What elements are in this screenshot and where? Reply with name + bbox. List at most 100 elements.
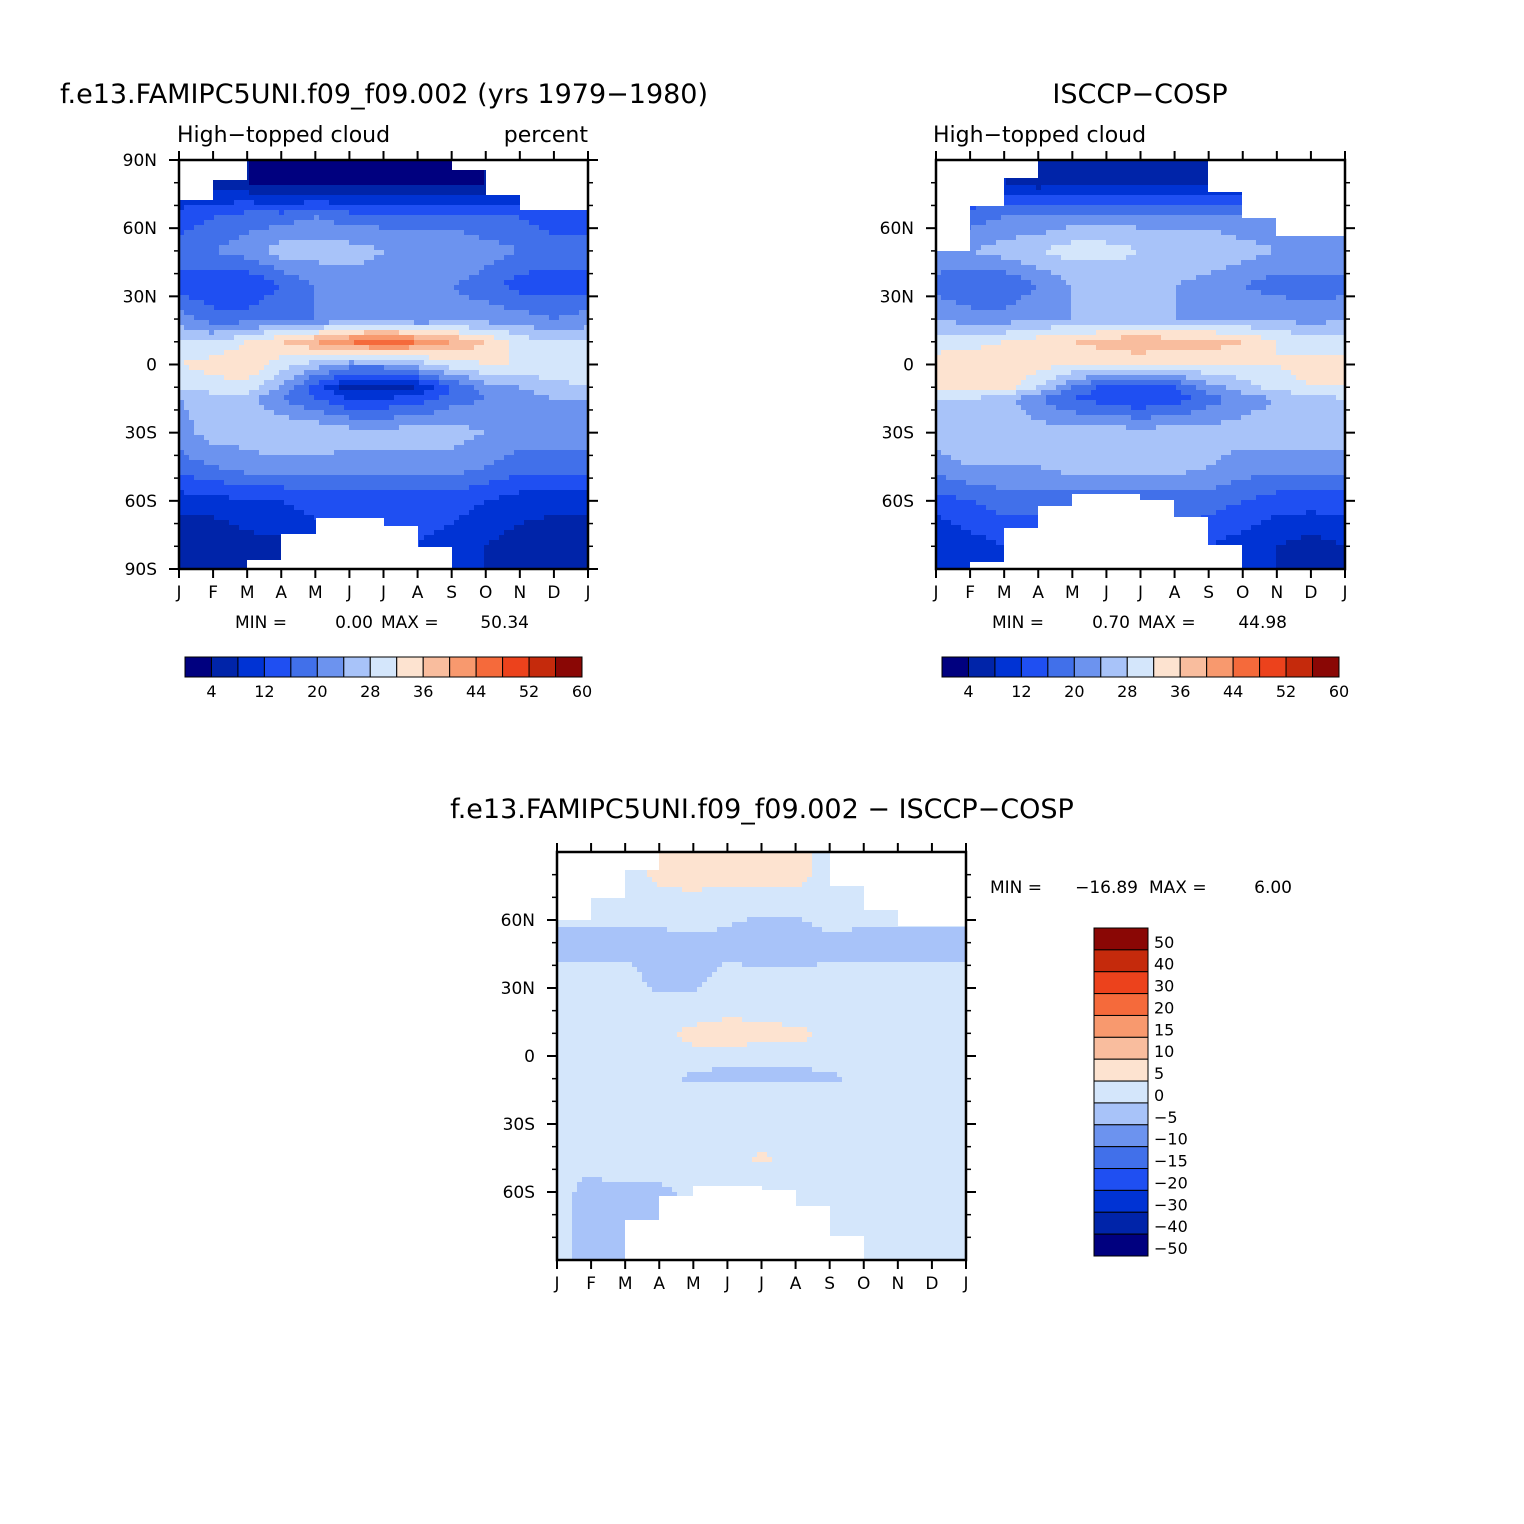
field-cell (349, 245, 355, 251)
field-cell (429, 165, 435, 171)
field-cell (379, 455, 385, 461)
field-cell (369, 325, 375, 331)
field-cell (414, 270, 420, 276)
field-cell (424, 435, 430, 441)
field-cell (449, 295, 455, 301)
field-cell (534, 230, 540, 236)
field-cell (189, 215, 195, 221)
field-cell (364, 255, 370, 261)
field-cell (344, 245, 350, 251)
field-cell (249, 435, 255, 441)
field-cell (554, 450, 560, 456)
field-cell (404, 225, 410, 231)
field-cell (279, 260, 285, 266)
field-cell (399, 170, 405, 176)
field-cell (319, 235, 325, 241)
field-cell (479, 315, 485, 321)
field-cell (209, 380, 215, 386)
field-cell (264, 165, 270, 171)
field-cell (229, 315, 235, 321)
field-cell (334, 405, 340, 411)
field-cell (429, 200, 435, 206)
field-cell (434, 225, 440, 231)
field-cell (419, 440, 425, 446)
field-cell (294, 310, 300, 316)
field-cell (369, 255, 375, 261)
field-cell (494, 255, 500, 261)
field-cell (549, 370, 555, 376)
field-cell (534, 290, 540, 296)
field-cell (189, 235, 195, 241)
field-cell (209, 295, 215, 301)
field-cell (384, 225, 390, 231)
field-cell (184, 300, 190, 306)
field-cell (209, 440, 215, 446)
field-cell (504, 425, 510, 431)
field-cell (549, 245, 555, 251)
field-cell (484, 380, 490, 386)
field-cell (399, 385, 405, 391)
field-cell (349, 255, 355, 261)
field-cell (209, 230, 215, 236)
field-cell (244, 340, 250, 346)
field-cell (569, 245, 575, 251)
field-cell (239, 335, 245, 341)
field-cell (564, 240, 570, 246)
field-cell (349, 225, 355, 231)
field-cell (274, 365, 280, 371)
field-cell (269, 455, 275, 461)
field-cell (434, 250, 440, 256)
field-cell (189, 340, 195, 346)
field-cell (259, 440, 265, 446)
field-cell (454, 390, 460, 396)
field-cell (409, 335, 415, 341)
field-cell (539, 390, 545, 396)
field-cell (514, 245, 520, 251)
field-cell (369, 170, 375, 176)
field-cell (334, 325, 340, 331)
field-cell (474, 405, 480, 411)
field-cell (269, 385, 275, 391)
field-cell (259, 220, 265, 226)
field-cell (574, 395, 580, 401)
field-cell (484, 410, 490, 416)
field-cell (364, 260, 370, 266)
field-cell (269, 255, 275, 261)
field-cell (434, 355, 440, 361)
field-cell (209, 285, 215, 291)
field-cell (509, 330, 515, 336)
field-cell (419, 220, 425, 226)
field-cell (179, 330, 185, 336)
field-cell (419, 260, 425, 266)
field-cell (254, 180, 260, 186)
field-cell (429, 245, 435, 251)
field-cell (539, 290, 545, 296)
field-cell (299, 215, 305, 221)
field-cell (359, 435, 365, 441)
field-cell (374, 435, 380, 441)
field-cell (299, 380, 305, 386)
field-cell (299, 425, 305, 431)
field-cell (329, 250, 335, 256)
field-cell (364, 340, 370, 346)
field-cell (379, 165, 385, 171)
field-cell (244, 230, 250, 236)
field-cell (349, 180, 355, 186)
field-cell (529, 425, 535, 431)
field-cell (394, 180, 400, 186)
field-cell (584, 380, 588, 386)
field-cell (209, 290, 215, 296)
field-cell (344, 205, 350, 211)
field-cell (199, 210, 205, 216)
field-cell (304, 390, 310, 396)
field-cell (534, 305, 540, 311)
field-cell (419, 215, 425, 221)
field-cell (339, 250, 345, 256)
field-cell (249, 320, 255, 326)
field-cell (519, 380, 525, 386)
field-cell (529, 420, 535, 426)
field-cell (429, 175, 435, 181)
field-cell (414, 170, 420, 176)
field-cell (249, 285, 255, 291)
field-cell (434, 295, 440, 301)
